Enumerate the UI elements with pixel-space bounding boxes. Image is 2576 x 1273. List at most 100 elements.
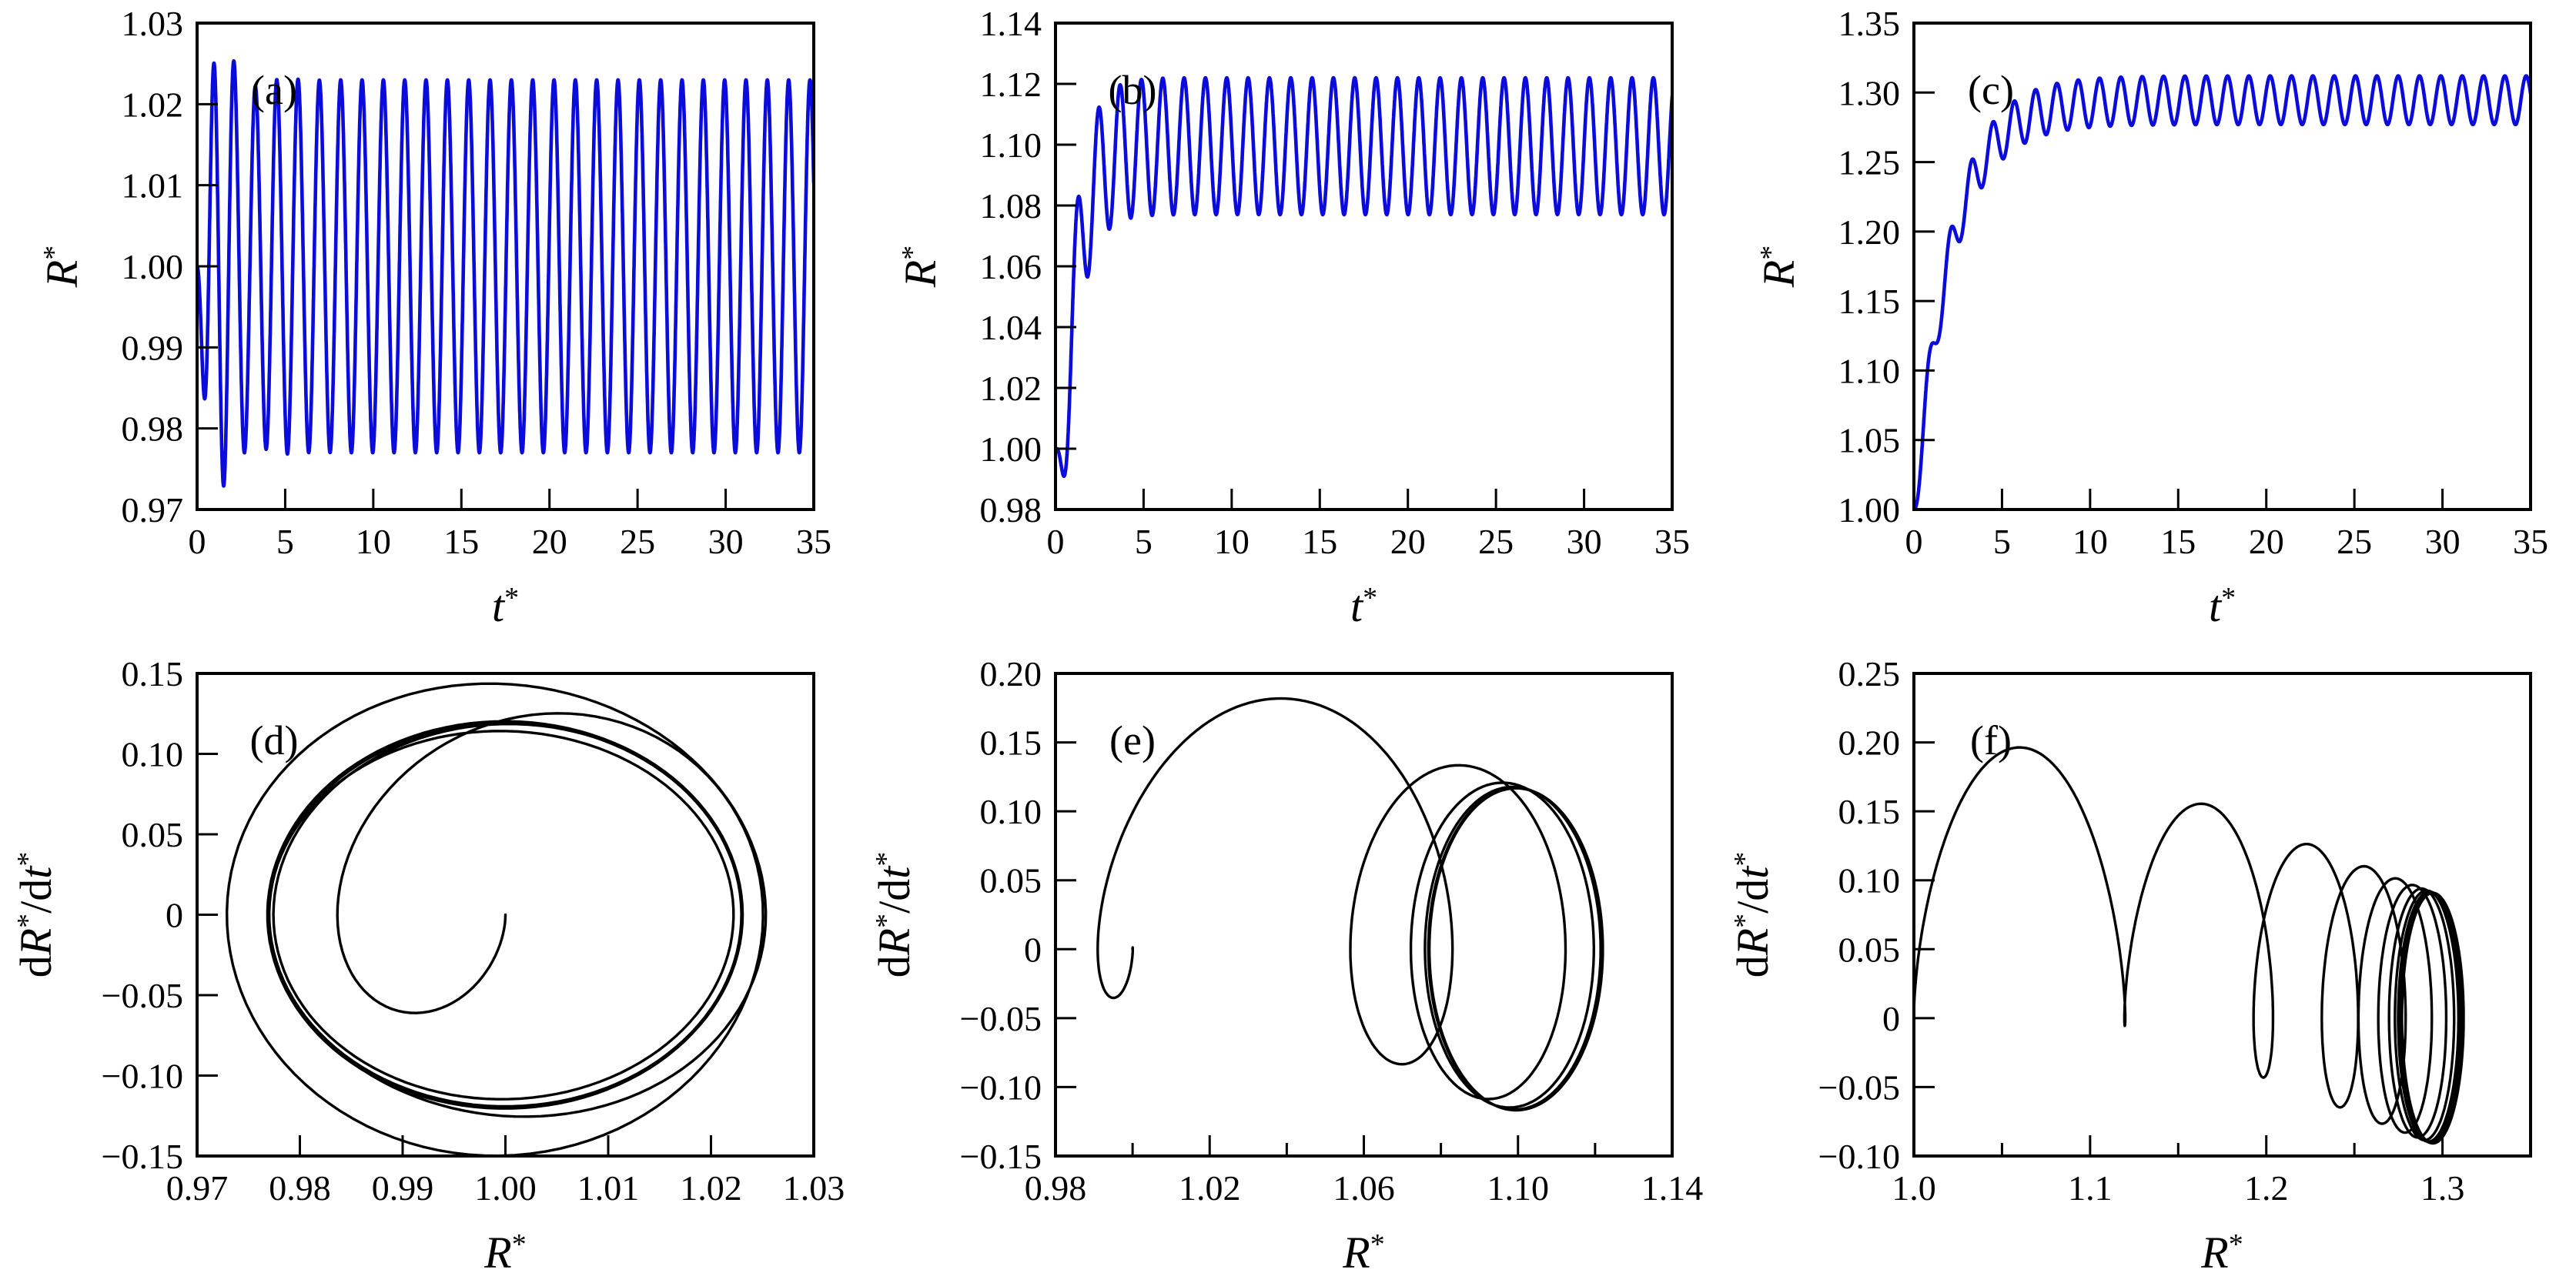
panel-f-svg: 1.0 1.1 1.2 1.3 −0.10 −0.05 0 0.05 0.10 0.15 0.20 0… (1728, 654, 2532, 1273)
x-tick-label: 1.10 (1487, 1168, 1550, 1208)
y-tick-label: 0.15 (980, 723, 1042, 763)
x-tick-label: 0 (1047, 522, 1065, 561)
y-tick-label: 0.98 (980, 490, 1042, 530)
panel-label: (b) (1109, 67, 1157, 113)
x-tick-label: 1.3 (2420, 1168, 2465, 1208)
axes-frame (1912, 22, 2532, 511)
x-tick-label: 10 (2073, 522, 2108, 561)
y-tick-label: 1.08 (980, 186, 1042, 226)
x-tick-label: 20 (1390, 522, 1426, 561)
x-tick-label: 0 (1905, 522, 1923, 561)
y-tick-label: 1.05 (1838, 421, 1901, 460)
y-tick-label: 0.20 (1838, 723, 1901, 763)
y-tick-label: 0.05 (1838, 930, 1901, 969)
x-tick-label: 25 (2337, 522, 2372, 561)
x-axis-label: t* (492, 581, 519, 631)
x-tick-label: 25 (620, 522, 655, 561)
x-tick-label: 15 (443, 522, 479, 561)
y-tick-label: 0.05 (980, 861, 1042, 900)
y-tick-label: −0.05 (1818, 1068, 1900, 1107)
series-line (1914, 74, 2531, 510)
panel-label: (d) (250, 717, 299, 763)
x-tick-label: 15 (2160, 522, 2196, 561)
x-tick-label: 35 (1654, 522, 1690, 561)
panel-b-svg: 0 5 10 15 20 25 30 35 0.98 1.00 1.02 1.04 1.06 1.08 1.… (895, 4, 1690, 631)
y-tick-label: 1.20 (1838, 212, 1901, 252)
y-tick-label: 0.98 (122, 409, 184, 449)
x-tick-label: 30 (708, 522, 744, 561)
panel-a: 0 5 10 15 20 25 30 35 0.97 0.98 0.99 1.00 1.01 1.02 1.… (0, 0, 858, 636)
y-tick-label: 1.30 (1838, 73, 1901, 112)
y-tick-label: 1.01 (122, 166, 184, 205)
y-tick-label: 0.05 (122, 815, 184, 854)
y-tick-label: 0.10 (122, 735, 184, 774)
y-tick-label: 1.06 (980, 247, 1042, 286)
panel-a-svg: 0 5 10 15 20 25 30 35 0.97 0.98 0.99 1.00 1.01 1.02 1.… (37, 4, 831, 631)
x-tick-label: 0.98 (269, 1168, 331, 1208)
y-tick-label: 1.04 (980, 308, 1042, 347)
y-tick-label: 1.02 (980, 369, 1042, 408)
phase-trajectory (1096, 697, 1604, 1112)
y-tick-label: 0 (166, 896, 183, 935)
panel-label: (f) (1970, 717, 2012, 763)
y-tick-label: −0.05 (960, 999, 1042, 1038)
panel-label: (a) (251, 67, 297, 113)
x-tick-label: 25 (1478, 522, 1514, 561)
y-tick-label: 1.10 (980, 125, 1042, 165)
y-tick-label: 1.35 (1838, 4, 1901, 43)
y-tick-label: 0 (1024, 930, 1042, 969)
x-tick-label: 35 (2513, 522, 2548, 561)
x-tick-label: 1.02 (680, 1168, 742, 1208)
y-tick-label: 1.12 (980, 65, 1042, 104)
panel-d-svg: 0.97 0.98 0.99 1.00 1.01 1.02 1.03 −0.15 −0.10 −0… (11, 654, 845, 1273)
axis-ticks (196, 22, 815, 511)
panel-b: 0 5 10 15 20 25 30 35 0.98 1.00 1.02 1.04 1.06 1.08 1.… (858, 0, 1717, 636)
x-axis-label: R* (2200, 1228, 2243, 1273)
y-tick-label: 0.10 (1838, 861, 1901, 900)
y-tick-label: 1.00 (1838, 490, 1901, 530)
y-tick-label: 0 (1882, 999, 1900, 1038)
x-tick-label: 1.14 (1641, 1168, 1704, 1208)
y-tick-label: −0.10 (960, 1068, 1042, 1107)
y-tick-label: 0.25 (1838, 654, 1901, 693)
y-axis-label: R* (1754, 246, 1804, 288)
x-tick-label: 0 (189, 522, 206, 561)
y-tick-label: 1.25 (1838, 143, 1901, 182)
x-axis-label: t* (1350, 581, 1377, 631)
y-axis-label: dR*/dt* (1728, 852, 1778, 978)
y-tick-label: 1.02 (122, 85, 184, 124)
x-tick-label: 10 (1214, 522, 1250, 561)
y-tick-label: 0.15 (1838, 792, 1901, 831)
y-tick-label: 1.15 (1838, 282, 1901, 321)
axis-ticks (1912, 672, 2532, 1158)
panel-e: 0.98 1.02 1.06 1.10 1.14 −0.15 −0.10 −0.05 0 0.05… (858, 636, 1717, 1273)
x-tick-label: 20 (2249, 522, 2284, 561)
series-line (1055, 75, 1672, 478)
x-axis-label: R* (1342, 1228, 1384, 1273)
y-tick-label: 0.97 (122, 490, 184, 530)
panel-label: (c) (1968, 67, 2014, 113)
x-tick-label: 0.97 (166, 1168, 229, 1208)
x-tick-label: 30 (2425, 522, 2461, 561)
x-tick-label: 1.02 (1179, 1168, 1241, 1208)
x-tick-label: 20 (532, 522, 567, 561)
axis-ticks (196, 672, 815, 1158)
x-tick-label: 35 (796, 522, 831, 561)
x-tick-label: 1.00 (474, 1168, 537, 1208)
y-tick-label: 1.00 (122, 247, 184, 286)
panel-label: (e) (1109, 717, 1156, 763)
y-tick-label: −0.15 (102, 1137, 183, 1176)
axes-frame (1912, 672, 2532, 1158)
y-tick-label: 0.15 (122, 654, 184, 693)
x-tick-label: 5 (1993, 522, 2011, 561)
y-tick-label: 1.10 (1838, 351, 1901, 390)
x-tick-label: 1.1 (2068, 1168, 2113, 1208)
y-tick-label: 0.20 (980, 654, 1042, 693)
panel-d: 0.97 0.98 0.99 1.00 1.01 1.02 1.03 −0.15 −0.10 −0… (0, 636, 858, 1273)
y-axis-label: R* (895, 246, 945, 288)
panel-c-svg: 0 5 10 15 20 25 30 35 1.00 1.05 1.10 1.15 1.20 1.25 1.… (1754, 4, 2548, 631)
y-tick-label: 1.14 (980, 4, 1042, 43)
series-line (197, 58, 814, 488)
x-tick-label: 5 (276, 522, 294, 561)
